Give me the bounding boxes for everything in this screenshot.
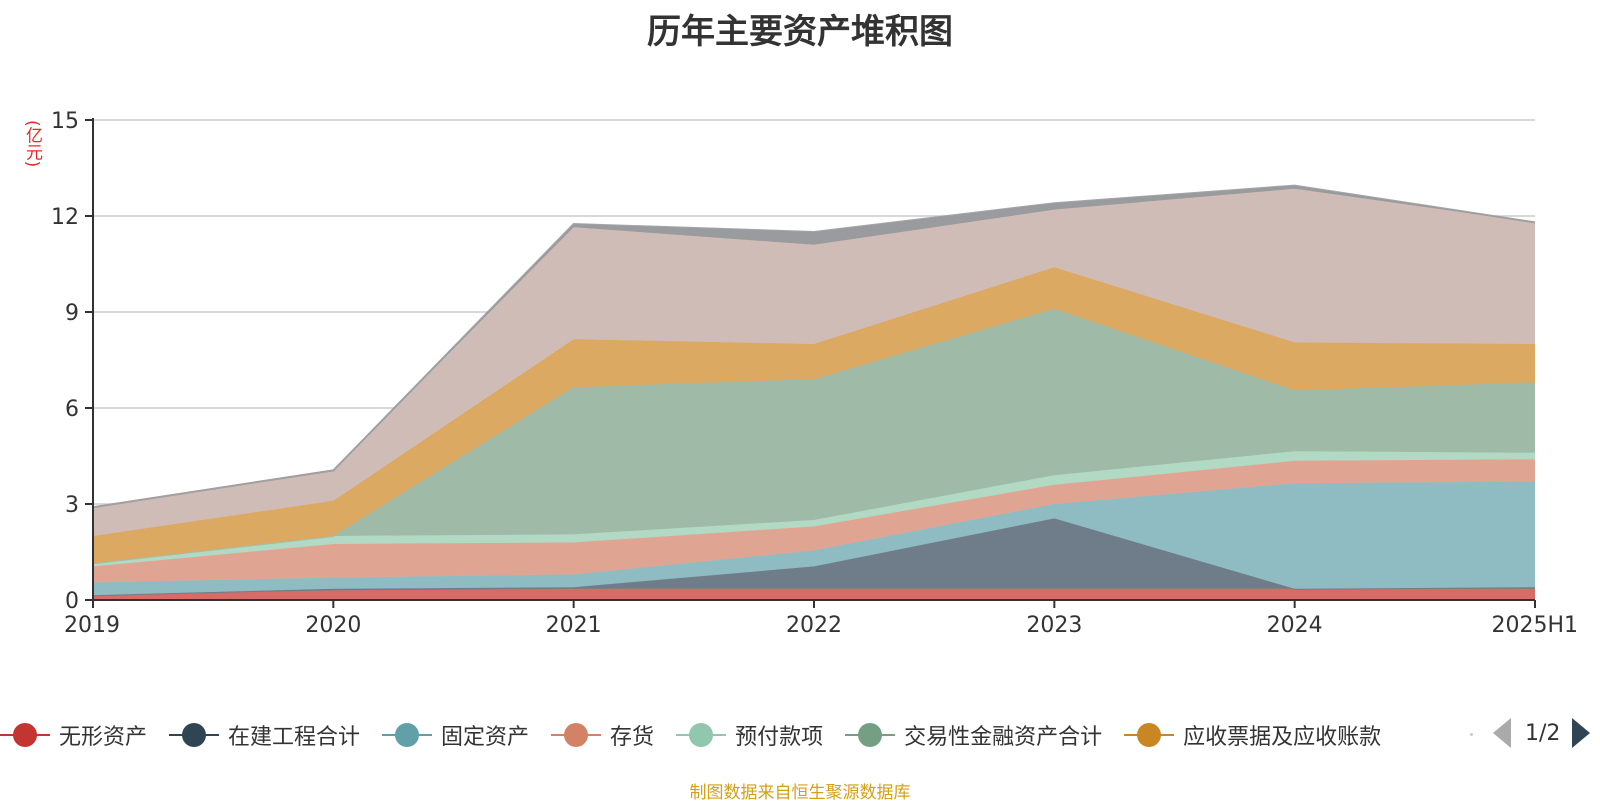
- legend-item[interactable]: 固定资产: [382, 719, 529, 751]
- legend-item[interactable]: 交易性金融资产合计: [845, 719, 1102, 751]
- x-tick-label: 2025H1: [1491, 613, 1578, 638]
- x-tick-label: 2021: [546, 613, 602, 638]
- legend: 无形资产 在建工程合计 固定资产 存货 预付款项 交易性金融资产合计 应收票据及应收账款: [0, 715, 1600, 755]
- y-tick-label: 15: [51, 109, 79, 134]
- x-tick-label: 2022: [786, 613, 842, 638]
- legend-item[interactable]: 预付款项: [676, 719, 823, 751]
- legend-item[interactable]: 存货: [551, 719, 654, 751]
- legend-page-indicator: 1/2: [1525, 720, 1561, 746]
- legend-marker-icon: [676, 721, 727, 749]
- legend-item[interactable]: 在建工程合计: [169, 719, 360, 751]
- legend-label: 存货: [610, 725, 655, 750]
- area-series-3: [93, 459, 1535, 583]
- x-tick-label: 2023: [1026, 613, 1082, 638]
- legend-next-page-icon[interactable]: [1572, 718, 1591, 748]
- legend-label: 应收票据及应收账款: [1183, 725, 1382, 750]
- legend-marker-icon: [0, 721, 50, 749]
- x-tick-label: 2019: [64, 613, 120, 638]
- legend-marker-icon: [551, 721, 602, 749]
- legend-item[interactable]: 无形资产: [0, 719, 147, 751]
- legend-label: 交易性金融资产合计: [904, 725, 1103, 750]
- area-series-1: [93, 518, 1535, 596]
- legend-label: 固定资产: [441, 725, 530, 750]
- data-source-note: 制图数据来自恒生聚源数据库: [689, 783, 911, 803]
- area-series-4: [93, 451, 1535, 567]
- line-series-8: [92, 184, 1536, 509]
- legend-marker-icon: [1124, 721, 1175, 749]
- legend-prev-page-icon[interactable]: [1493, 718, 1511, 748]
- y-axis-unit: (亿元): [22, 120, 42, 168]
- chart-title: 历年主要资产堆积图: [647, 12, 953, 52]
- y-tick-label: 9: [65, 301, 79, 326]
- legend-item[interactable]: 应收票据及应收账款: [1124, 719, 1381, 751]
- legend-marker-icon: [169, 721, 220, 749]
- legend-label: 在建工程合计: [228, 725, 361, 750]
- y-tick-label: 0: [65, 589, 79, 614]
- legend-pager: 1/2: [1493, 718, 1591, 748]
- x-tick-label: 2024: [1267, 613, 1323, 638]
- legend-label: 无形资产: [59, 725, 148, 750]
- area-series-0: [93, 588, 1535, 600]
- area-series-2: [93, 481, 1535, 596]
- legend-label: 预付款项: [735, 725, 824, 750]
- y-tick-label: 12: [51, 205, 79, 230]
- legend-separator-dot: [1470, 733, 1473, 736]
- y-tick-label: 3: [65, 493, 79, 518]
- y-tick-label: 6: [65, 397, 79, 422]
- area-series-7: [93, 188, 1535, 537]
- legend-marker-icon: [382, 721, 433, 749]
- area-series-6: [93, 267, 1535, 564]
- legend-marker-icon: [845, 721, 896, 749]
- area-series-5: [93, 308, 1535, 564]
- x-tick-label: 2020: [305, 613, 361, 638]
